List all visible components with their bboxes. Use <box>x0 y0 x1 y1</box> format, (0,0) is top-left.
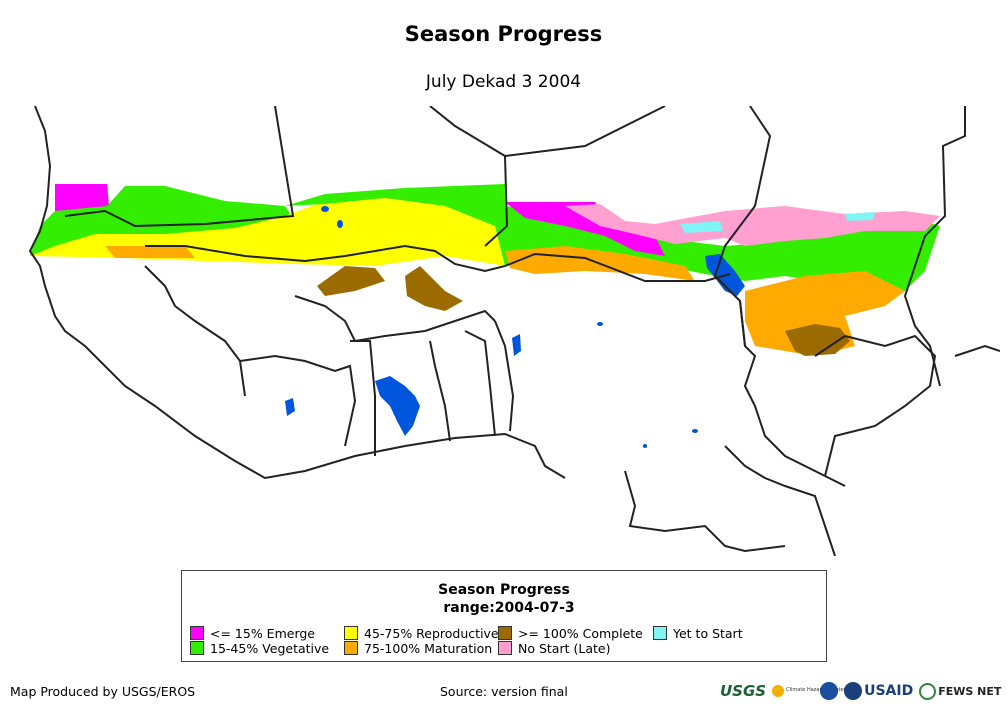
lake-kossou <box>285 398 295 416</box>
border-cote-ivoire <box>239 354 357 447</box>
legend-item-vegetative: 15-45% Vegetative <box>190 641 329 656</box>
border-gabon-congo <box>624 470 786 553</box>
chc-drop-icon <box>772 685 785 697</box>
chc-logo: Climate Hazards Center <box>772 685 846 697</box>
border-togo-benin <box>429 330 496 442</box>
region-maturation-east <box>745 271 905 356</box>
border-car-south <box>724 445 836 556</box>
border-niger-nigeria <box>504 252 731 282</box>
map-title: Season Progress <box>404 22 603 46</box>
legend-item-yet-to-start: Yet to Start <box>653 626 743 641</box>
region-complete-west <box>317 266 385 296</box>
usaid-seal-icon <box>844 682 863 700</box>
legend-item-complete: >= 100% Complete <box>498 626 643 641</box>
credit-source: Source: version final <box>440 684 568 699</box>
border-ghana <box>350 340 376 456</box>
legend-swatch-no-start <box>498 641 512 655</box>
legend-swatch-maturation <box>344 641 358 655</box>
country-borders <box>28 106 1000 556</box>
water-bodies <box>285 206 698 448</box>
legend-box: Season Progress range:2004-07-3 <= 15% E… <box>181 570 827 662</box>
border-chad-sudan <box>903 106 966 387</box>
border-guinea <box>144 265 246 397</box>
border-nigeria-cameroon <box>739 300 846 487</box>
region-complete-burkina <box>405 266 463 311</box>
season-progress-map <box>28 106 1000 556</box>
legend-swatch-reproductive <box>344 626 358 640</box>
credit-producer: Map Produced by USGS/EROS <box>10 684 196 699</box>
fews-logo: FEWS NET <box>919 682 1001 700</box>
border-burkina-south <box>294 295 496 343</box>
usgs-logo: USGS <box>720 682 767 700</box>
partner-logos: USGS Climate Hazards Center USAID FEWS N… <box>720 678 1001 704</box>
legend-swatch-complete <box>498 626 512 640</box>
legend-item-emerge: <= 15% Emerge <box>190 626 315 641</box>
legend-swatch-yet-to-start <box>653 626 667 640</box>
kainji-lake <box>512 334 521 356</box>
legend-title: Season Progress <box>438 582 570 598</box>
border-sudan-east <box>954 344 1000 357</box>
legend-range: range:2004-07-3 <box>443 600 575 616</box>
usaid-logo: USAID <box>844 682 913 700</box>
border-niger-libya <box>504 106 666 157</box>
noaa-emblem-icon <box>820 682 839 700</box>
legend-swatch-vegetative <box>190 641 204 655</box>
fews-globe-icon <box>919 682 937 700</box>
legend-item-reproductive: 45-75% Reproductive <box>344 626 499 641</box>
legend-swatch-emerge <box>190 626 204 640</box>
region-emerge-central <box>505 202 665 256</box>
border-mauritania-mali <box>64 106 295 228</box>
region-yet-to-start <box>680 221 723 233</box>
legend-item-no-start: No Start (Late) <box>498 641 610 656</box>
map-subtitle: July Dekad 3 2004 <box>425 72 582 92</box>
coastline-west <box>28 106 566 480</box>
border-nigeria-benin <box>494 320 515 432</box>
region-complete-nigeria <box>785 324 850 356</box>
border-mali-burkina <box>145 244 506 273</box>
noaa-logo <box>820 682 839 700</box>
legend-item-maturation: 75-100% Maturation <box>344 641 492 656</box>
border-cameroon-car <box>814 334 937 477</box>
lake-volta <box>375 376 420 436</box>
